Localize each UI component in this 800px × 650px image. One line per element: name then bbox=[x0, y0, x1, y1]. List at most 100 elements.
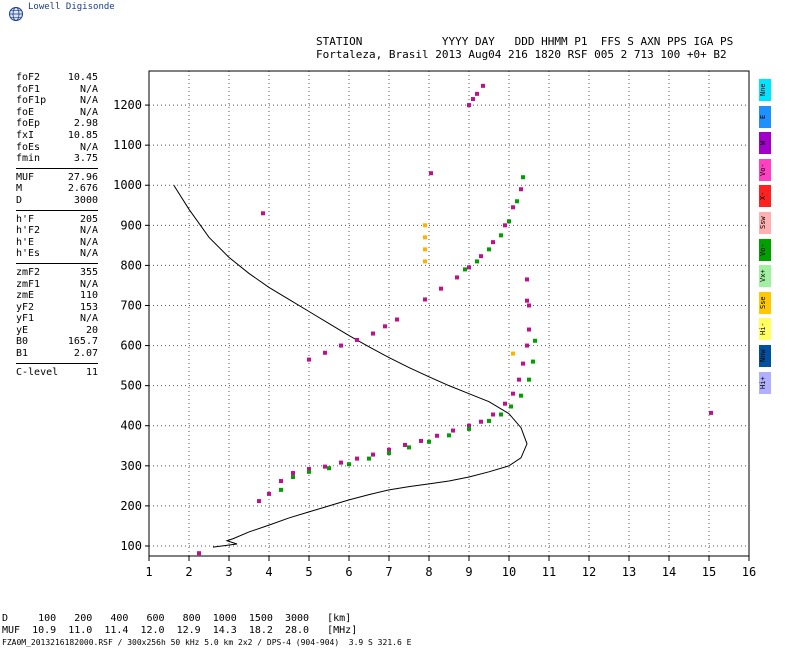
echo-point bbox=[447, 433, 451, 438]
param-row: h'Es N/A bbox=[16, 248, 98, 260]
echo-point bbox=[511, 205, 515, 210]
echo-point bbox=[383, 324, 387, 329]
echo-point bbox=[423, 259, 427, 264]
echo-point bbox=[467, 426, 471, 431]
echo-point bbox=[291, 475, 295, 480]
param-row: foEp 2.98 bbox=[16, 118, 98, 130]
param-value: 153 bbox=[79, 301, 98, 313]
param-value: N/A bbox=[79, 106, 98, 118]
echo-point bbox=[475, 91, 479, 96]
param-name: foF2 bbox=[16, 72, 41, 83]
echo-point bbox=[307, 467, 311, 472]
param-value: 355 bbox=[79, 266, 98, 278]
x-tick-label: 10 bbox=[502, 565, 516, 579]
virtual-height-profile-line bbox=[173, 184, 528, 548]
legend-swatch: E bbox=[759, 105, 771, 128]
param-row: zmF2 355 bbox=[16, 267, 98, 279]
param-row: foEs N/A bbox=[16, 142, 98, 154]
param-row: MUF 27.96 bbox=[16, 172, 98, 184]
param-value: 27.96 bbox=[67, 171, 98, 183]
echo-point bbox=[463, 267, 467, 272]
echo-point bbox=[387, 447, 391, 452]
echo-point bbox=[429, 171, 433, 176]
param-row: zmF1 N/A bbox=[16, 279, 98, 291]
y-tick-label: 100 bbox=[120, 539, 142, 553]
echo-point bbox=[423, 247, 427, 252]
param-row: yF1 N/A bbox=[16, 313, 98, 325]
echo-point bbox=[487, 247, 491, 252]
echo-point bbox=[709, 410, 713, 415]
legend-swatch: Hi- bbox=[759, 318, 771, 341]
echo-point bbox=[423, 235, 427, 240]
param-name: yF2 bbox=[16, 301, 35, 313]
legend-swatch: W bbox=[759, 132, 771, 155]
param-name: h'Es bbox=[16, 248, 41, 260]
echo-point bbox=[355, 337, 359, 342]
echo-point bbox=[367, 456, 371, 461]
param-value: N/A bbox=[79, 95, 98, 107]
x-tick-label: 16 bbox=[742, 565, 756, 579]
x-tick-label: 11 bbox=[542, 565, 556, 579]
x-tick-label: 15 bbox=[702, 565, 716, 579]
y-tick-label: 600 bbox=[120, 339, 142, 353]
param-row: M 2.676 bbox=[16, 183, 98, 195]
param-value: 20 bbox=[85, 324, 98, 336]
echo-point bbox=[371, 452, 375, 457]
param-name: fmin bbox=[16, 153, 41, 165]
y-tick-label: 800 bbox=[120, 258, 142, 272]
param-row: fxI 10.85 bbox=[16, 130, 98, 142]
x-tick-label: 2 bbox=[185, 565, 192, 579]
x-tick-label: 12 bbox=[582, 565, 596, 579]
param-name: h'E bbox=[16, 236, 35, 248]
y-tick-label: 500 bbox=[120, 379, 142, 393]
param-value: 110 bbox=[79, 290, 98, 302]
echo-point bbox=[279, 479, 283, 484]
echo-point bbox=[533, 338, 537, 343]
echo-point bbox=[519, 393, 523, 398]
x-tick-label: 6 bbox=[345, 565, 352, 579]
echo-point bbox=[503, 401, 507, 406]
param-name: foF1 bbox=[16, 83, 41, 95]
y-tick-label: 1000 bbox=[113, 178, 142, 192]
param-name: B0 bbox=[16, 336, 29, 348]
param-row: foF1p N/A bbox=[16, 95, 98, 107]
param-row: yE 20 bbox=[16, 325, 98, 337]
echo-point bbox=[525, 298, 529, 303]
param-value: 205 bbox=[79, 213, 98, 225]
brand-name: Lowell Digisonde bbox=[28, 2, 115, 12]
y-tick-label: 1100 bbox=[113, 138, 142, 152]
echo-point bbox=[291, 471, 295, 476]
y-tick-label: 700 bbox=[120, 298, 142, 312]
echo-point bbox=[515, 199, 519, 204]
echo-point bbox=[371, 331, 375, 336]
echo-point bbox=[419, 438, 423, 443]
echo-point bbox=[423, 223, 427, 228]
param-row: h'E N/A bbox=[16, 237, 98, 249]
echo-point bbox=[471, 97, 475, 102]
echo-point bbox=[451, 428, 455, 433]
param-value: N/A bbox=[79, 313, 98, 325]
echo-point bbox=[521, 175, 525, 180]
echo-point bbox=[387, 450, 391, 455]
echo-point bbox=[347, 462, 351, 467]
param-separator bbox=[16, 209, 98, 211]
echo-point bbox=[323, 464, 327, 469]
legend-swatch: Sse bbox=[759, 291, 771, 314]
echo-point bbox=[435, 433, 439, 438]
header-values: Fortaleza, Brasil 2013 Aug04 216 1820 RS… bbox=[316, 48, 727, 61]
echo-point bbox=[279, 487, 283, 492]
param-row: foF1 N/A bbox=[16, 84, 98, 96]
echo-point bbox=[467, 103, 471, 108]
param-value: 10.85 bbox=[67, 129, 98, 141]
echo-point bbox=[395, 317, 399, 322]
echo-point bbox=[323, 350, 327, 355]
param-separator bbox=[16, 362, 98, 364]
echo-point bbox=[527, 303, 531, 308]
param-row: B1 2.07 bbox=[16, 348, 98, 360]
param-name: foEp bbox=[16, 118, 41, 130]
echo-point bbox=[507, 219, 511, 224]
legend-swatch: Ssw bbox=[759, 211, 771, 234]
x-tick-label: 5 bbox=[305, 565, 312, 579]
param-name: MUF bbox=[16, 171, 35, 183]
